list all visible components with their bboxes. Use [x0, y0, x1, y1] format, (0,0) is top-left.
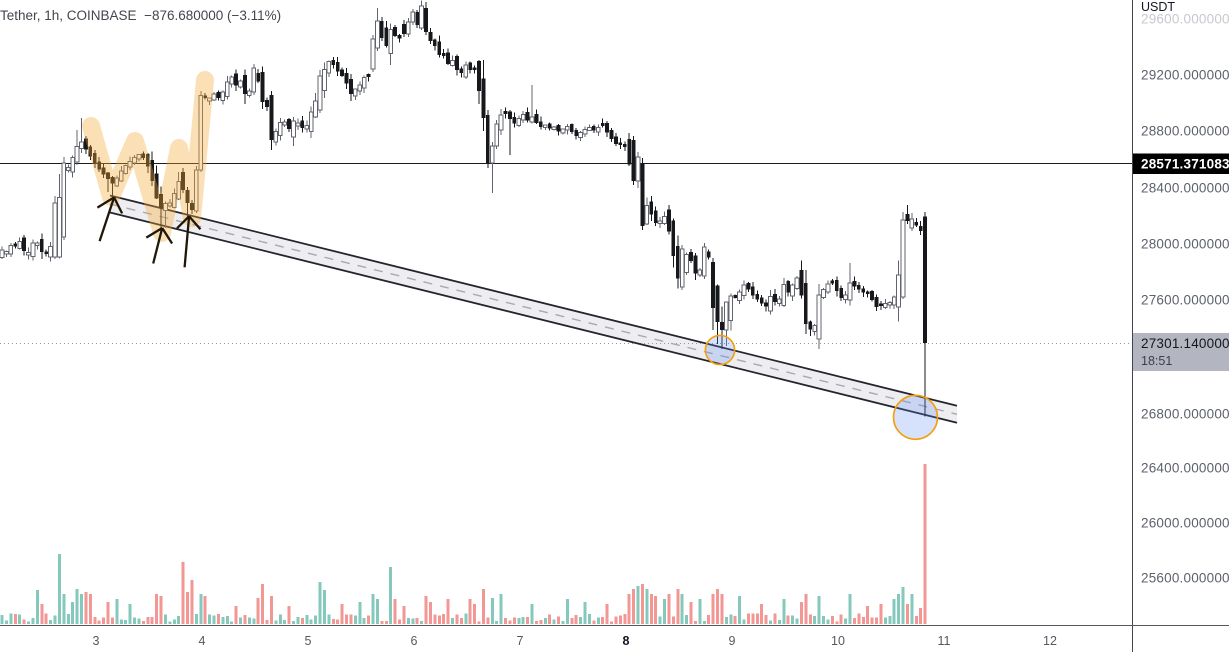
svg-text:18:51: 18:51: [1141, 354, 1172, 368]
svg-text:28571.371083: 28571.371083: [1141, 157, 1229, 172]
svg-text:5: 5: [305, 634, 312, 648]
svg-text:26800.000000: 26800.000000: [1141, 407, 1229, 422]
svg-text:29200.000000: 29200.000000: [1141, 68, 1229, 83]
svg-text:USDT: USDT: [1141, 0, 1175, 14]
svg-text:10: 10: [831, 634, 845, 648]
svg-text:7: 7: [517, 634, 524, 648]
svg-text:25600.000000: 25600.000000: [1141, 571, 1229, 586]
svg-text:28000.000000: 28000.000000: [1141, 237, 1229, 252]
svg-text:27301.140000: 27301.140000: [1141, 336, 1229, 351]
svg-text:6: 6: [411, 634, 418, 648]
svg-text:28400.000000: 28400.000000: [1141, 181, 1229, 196]
svg-text:28800.000000: 28800.000000: [1141, 124, 1229, 139]
svg-text:26400.000000: 26400.000000: [1141, 461, 1229, 476]
svg-text:4: 4: [199, 634, 206, 648]
svg-text:11: 11: [938, 634, 951, 648]
svg-text:Tether, 1h, COINBASE −876.680: Tether, 1h, COINBASE −876.680000 (−3.11%…: [0, 8, 281, 23]
svg-text:9: 9: [729, 634, 736, 648]
svg-text:27600.000000: 27600.000000: [1141, 293, 1229, 308]
svg-text:29600.000000: 29600.000000: [1141, 12, 1229, 27]
svg-text:8: 8: [623, 634, 630, 648]
svg-text:3: 3: [93, 634, 100, 648]
svg-text:12: 12: [1043, 634, 1057, 648]
svg-text:26000.000000: 26000.000000: [1141, 516, 1229, 531]
